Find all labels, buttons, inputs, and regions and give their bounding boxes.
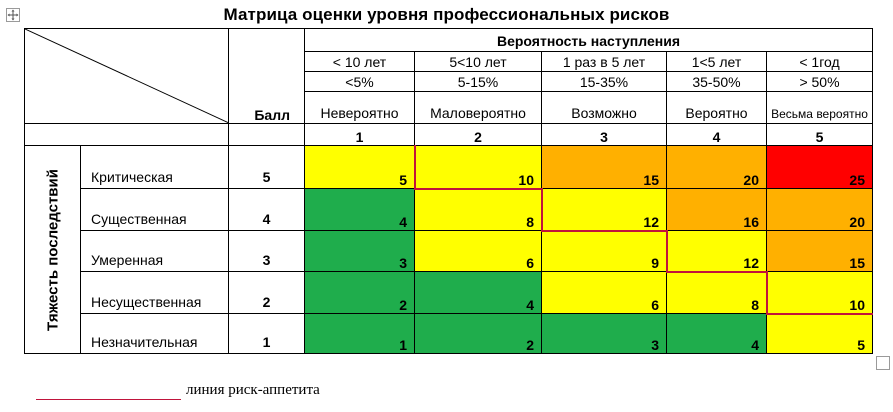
matrix-cell: 9: [541, 230, 667, 272]
percent-label: 35-50%: [666, 71, 767, 92]
corner-lower-cell: [24, 123, 229, 146]
risk-appetite-line: [766, 271, 768, 314]
matrix-cell: 16: [666, 188, 767, 231]
severity-label: Существенная: [80, 188, 229, 231]
percent-label: 5-15%: [414, 71, 542, 92]
matrix-cell: 12: [666, 230, 767, 272]
severity-label: Незначительная: [80, 313, 229, 354]
frequency-label: 1 раз в 5 лет: [541, 51, 667, 72]
matrix-cell: 12: [541, 188, 667, 231]
likelihood-label: Маловероятно: [414, 91, 542, 124]
severity-score: 5: [228, 145, 305, 189]
matrix-cell: 4: [414, 271, 542, 314]
severity-score: 3: [228, 230, 305, 272]
percent-label: 15-35%: [541, 71, 667, 92]
score-header: Балл: [228, 28, 305, 124]
severity-header-text: Тяжесть последствий: [44, 168, 61, 331]
severity-score: 2: [228, 271, 305, 314]
matrix-cell: 15: [541, 145, 667, 189]
matrix-cell: 8: [666, 271, 767, 314]
risk-appetite-line: [414, 145, 416, 189]
frequency-label: 1<5 лет: [666, 51, 767, 72]
risk-appetite-line: [666, 230, 668, 272]
matrix-cell: 20: [666, 145, 767, 189]
matrix-cell: 8: [414, 188, 542, 231]
frequency-label: < 10 лет: [304, 51, 415, 72]
matrix-cell: 6: [541, 271, 667, 314]
percent-label: <5%: [304, 71, 415, 92]
matrix-cell: 2: [304, 271, 415, 314]
severity-score: 4: [228, 188, 305, 231]
risk-appetite-line: [414, 188, 542, 190]
severity-score: 1: [228, 313, 305, 354]
risk-appetite-line: [541, 230, 667, 232]
matrix-cell: 3: [541, 313, 667, 354]
likelihood-label: Вероятно: [666, 91, 767, 124]
matrix-cell: 3: [304, 230, 415, 272]
corner-diagonal-cell: [24, 28, 229, 124]
column-score: 2: [414, 123, 542, 146]
severity-label: Несущественная: [80, 271, 229, 314]
matrix-cell: 5: [304, 145, 415, 189]
page-title: Матрица оценки уровня профессиональных р…: [223, 5, 670, 24]
matrix-cell: 2: [414, 313, 542, 354]
risk-appetite-line: [541, 188, 543, 231]
matrix-cell: 25: [766, 145, 873, 189]
column-score: 1: [304, 123, 415, 146]
column-score: 5: [766, 123, 873, 146]
frequency-label: < 1год: [766, 51, 873, 72]
matrix-cell: 1: [304, 313, 415, 354]
score-header-lower: [228, 123, 305, 146]
matrix-cell: 4: [666, 313, 767, 354]
severity-label: Критическая: [80, 145, 229, 189]
severity-header: Тяжесть последствий: [24, 145, 81, 354]
column-score: 3: [541, 123, 667, 146]
matrix-cell: 4: [304, 188, 415, 231]
frequency-label: 5<10 лет: [414, 51, 542, 72]
risk-appetite-line: [666, 271, 767, 273]
likelihood-label: Весьма вероятно: [766, 91, 873, 124]
matrix-cell: 6: [414, 230, 542, 272]
table-move-handle-icon[interactable]: [6, 8, 20, 22]
matrix-cell: 5: [766, 313, 873, 354]
matrix-cell: 20: [766, 188, 873, 231]
risk-appetite-line: [766, 313, 873, 315]
matrix-cell: 15: [766, 230, 873, 272]
likelihood-label: Возможно: [541, 91, 667, 124]
matrix-cell: 10: [766, 271, 873, 314]
table-resize-handle-icon[interactable]: [876, 356, 890, 370]
column-score: 4: [666, 123, 767, 146]
matrix-cell: 10: [414, 145, 542, 189]
severity-label: Умеренная: [80, 230, 229, 272]
legend-line-sample: [36, 399, 181, 400]
risk-matrix-table: Балл Вероятность наступления < 10 лет 5<…: [24, 28, 873, 354]
percent-label: > 50%: [766, 71, 873, 92]
likelihood-label: Невероятно: [304, 91, 415, 124]
legend-text: линия риск-аппетита: [186, 382, 320, 398]
probability-header: Вероятность наступления: [304, 28, 873, 52]
